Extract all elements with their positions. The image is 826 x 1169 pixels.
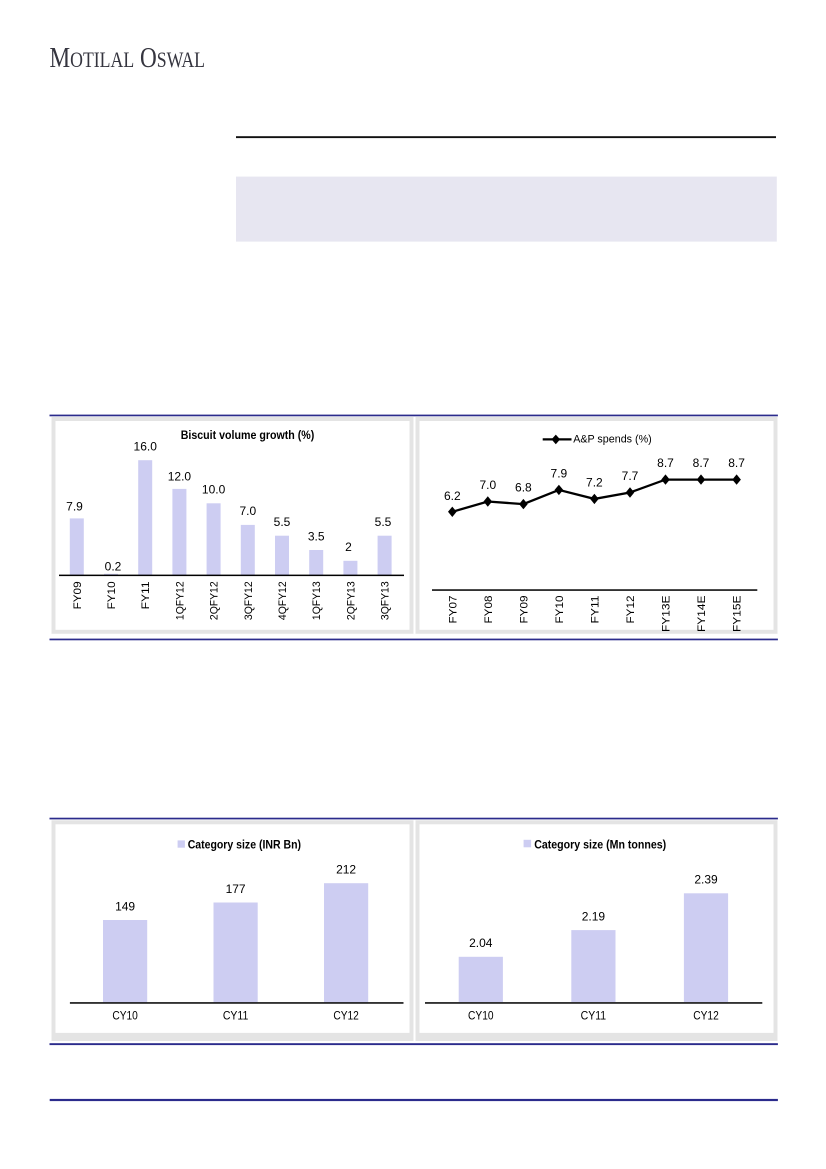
svg-text:5.5: 5.5: [375, 515, 392, 529]
svg-text:177: 177: [226, 882, 246, 896]
svg-text:4QFY12: 4QFY12: [277, 581, 289, 620]
svg-text:FY07: FY07: [447, 596, 459, 624]
svg-text:2: 2: [345, 540, 352, 554]
svg-text:FY10: FY10: [106, 581, 118, 609]
svg-text:2.19: 2.19: [582, 909, 606, 923]
svg-text:FY12: FY12: [625, 596, 637, 624]
svg-text:0.2: 0.2: [105, 559, 122, 573]
svg-text:3.5: 3.5: [308, 529, 325, 543]
svg-text:FY10: FY10: [554, 596, 566, 624]
svg-text:7.7: 7.7: [622, 469, 639, 483]
svg-text:212: 212: [336, 863, 356, 877]
svg-text:16.0: 16.0: [134, 440, 158, 454]
svg-text:6.8: 6.8: [515, 481, 532, 495]
svg-text:FY11: FY11: [140, 581, 152, 609]
svg-text:2QFY12: 2QFY12: [209, 581, 221, 620]
svg-text:2QFY13: 2QFY13: [345, 581, 357, 620]
svg-text:7.0: 7.0: [479, 478, 496, 492]
svg-text:FY08: FY08: [483, 596, 495, 624]
svg-text:3QFY13: 3QFY13: [380, 581, 392, 620]
svg-text:5.5: 5.5: [274, 515, 291, 529]
svg-text:7.9: 7.9: [66, 500, 83, 514]
svg-text:1QFY12: 1QFY12: [174, 581, 186, 620]
svg-text:FY09: FY09: [518, 596, 530, 624]
svg-text:CY11: CY11: [223, 1009, 249, 1023]
svg-text:FY14E: FY14E: [696, 595, 708, 632]
svg-text:1QFY13: 1QFY13: [311, 581, 323, 620]
svg-text:CY10: CY10: [112, 1009, 138, 1023]
svg-text:FY13E: FY13E: [661, 595, 673, 632]
svg-text:3QFY12: 3QFY12: [243, 581, 255, 620]
svg-text:8.7: 8.7: [657, 456, 674, 470]
svg-text:Biscuit volume growth (%): Biscuit volume growth (%): [181, 428, 315, 442]
svg-text:FY15E: FY15E: [732, 595, 744, 632]
svg-text:7.9: 7.9: [551, 466, 568, 480]
svg-text:2.04: 2.04: [469, 936, 493, 950]
svg-text:6.2: 6.2: [444, 489, 461, 503]
svg-text:12.0: 12.0: [168, 469, 192, 483]
svg-text:FY09: FY09: [72, 581, 84, 609]
svg-text:Category size (Mn tonnes): Category size (Mn tonnes): [534, 838, 666, 852]
svg-text:2.39: 2.39: [694, 873, 718, 887]
svg-text:CY12: CY12: [693, 1009, 719, 1023]
svg-text:8.7: 8.7: [693, 456, 710, 470]
svg-text:10.0: 10.0: [202, 483, 226, 497]
svg-text:Category size (INR Bn): Category size (INR Bn): [188, 838, 301, 852]
svg-text:CY11: CY11: [581, 1009, 607, 1023]
svg-text:CY12: CY12: [333, 1009, 359, 1023]
svg-text:7.0: 7.0: [239, 504, 256, 518]
svg-text:7.2: 7.2: [586, 475, 603, 489]
svg-text:A&P spends (%): A&P spends (%): [573, 433, 652, 445]
svg-text:149: 149: [115, 899, 135, 913]
svg-text:FY11: FY11: [589, 596, 601, 624]
svg-text:CY10: CY10: [468, 1009, 494, 1023]
svg-text:MOTILAL OSWAL: MOTILAL OSWAL: [50, 42, 206, 74]
svg-text:8.7: 8.7: [728, 456, 745, 470]
